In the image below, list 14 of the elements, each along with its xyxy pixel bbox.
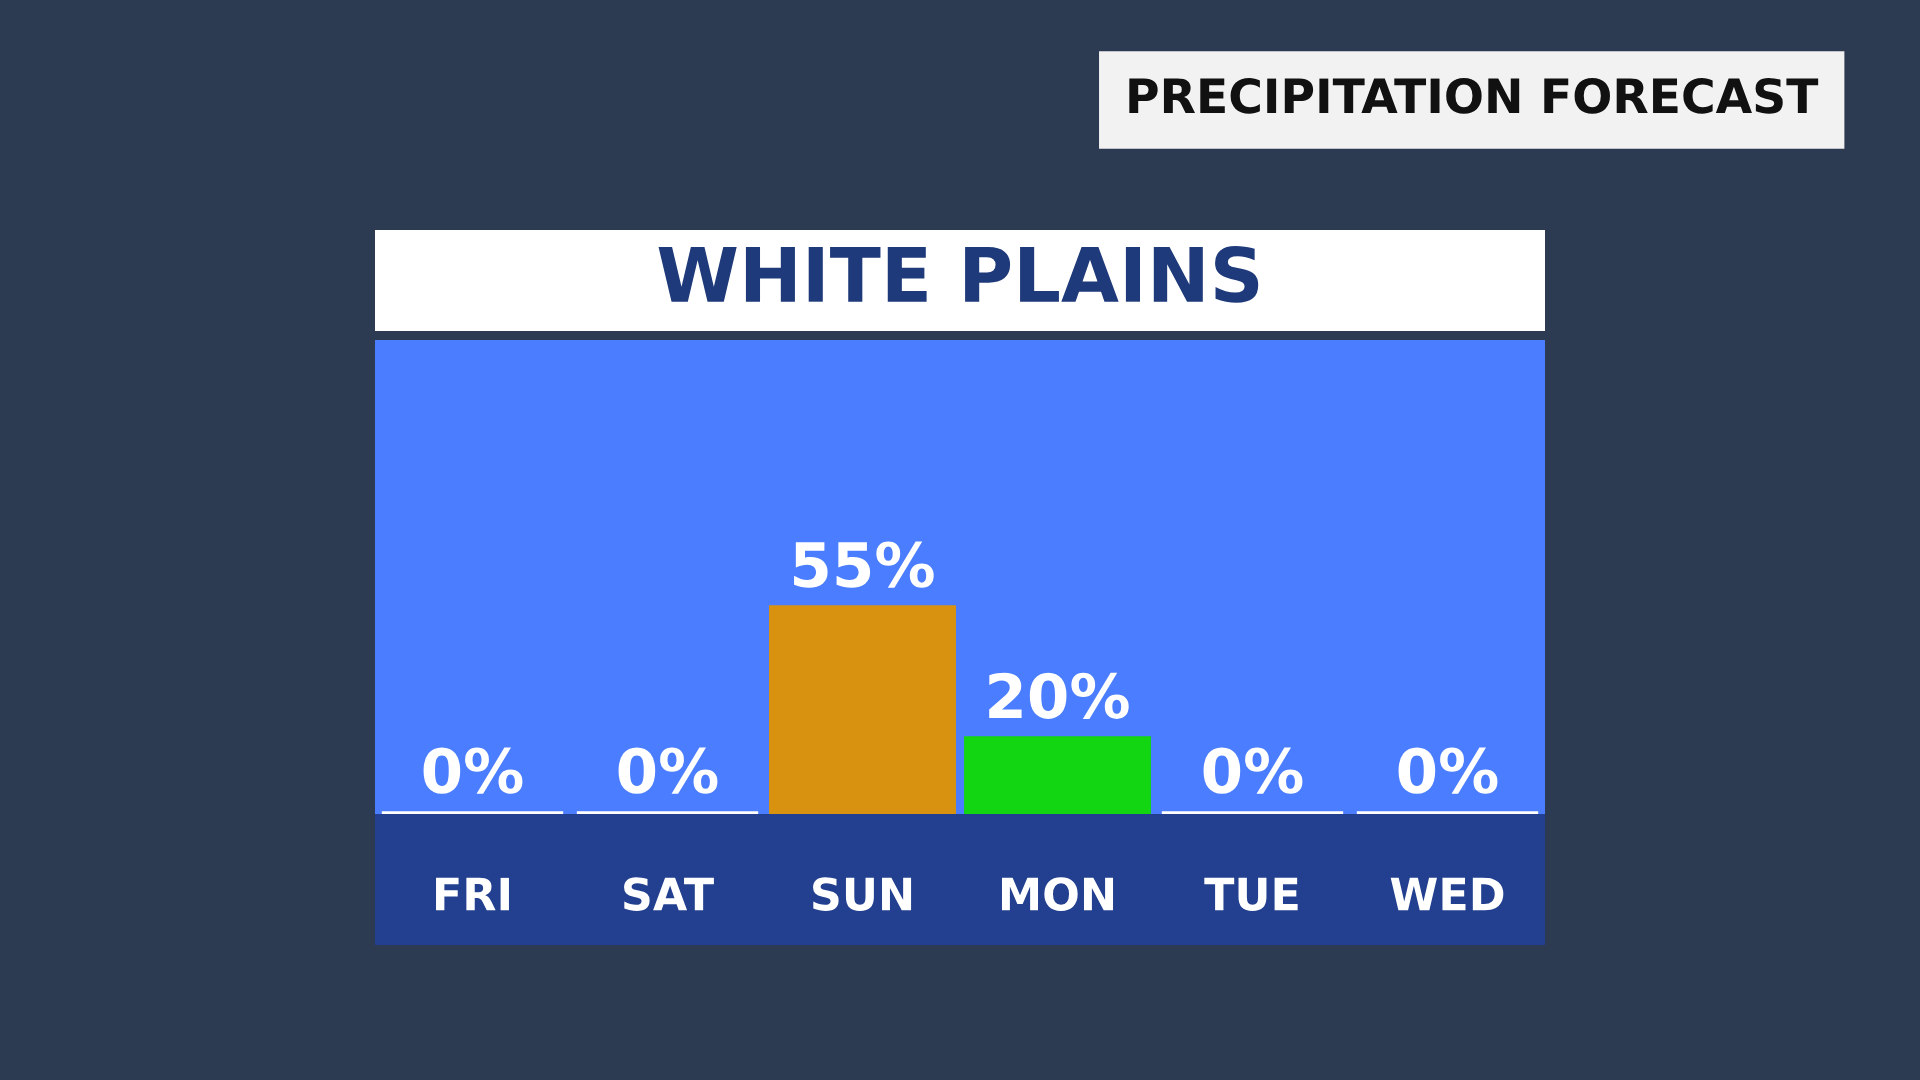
- x-tick-label: SAT: [624, 877, 714, 911]
- x-tick-label: SUN: [813, 877, 912, 911]
- data-label: 55%: [794, 541, 934, 588]
- data-label: 20%: [989, 672, 1129, 719]
- data-label: 0%: [1203, 747, 1303, 794]
- x-tick-label: TUE: [1204, 877, 1298, 911]
- x-tick-label: FRI: [436, 877, 509, 911]
- chart-subtitle: PRECIPITATION FORECAST: [1129, 77, 1819, 114]
- data-label: 0%: [1398, 747, 1498, 794]
- x-tick-label: WED: [1390, 877, 1504, 911]
- x-tick-label: MON: [1001, 877, 1114, 911]
- data-label: 0%: [423, 747, 523, 794]
- data-label: 0%: [618, 747, 718, 794]
- chart-title: WHITE PLAINS: [658, 246, 1259, 303]
